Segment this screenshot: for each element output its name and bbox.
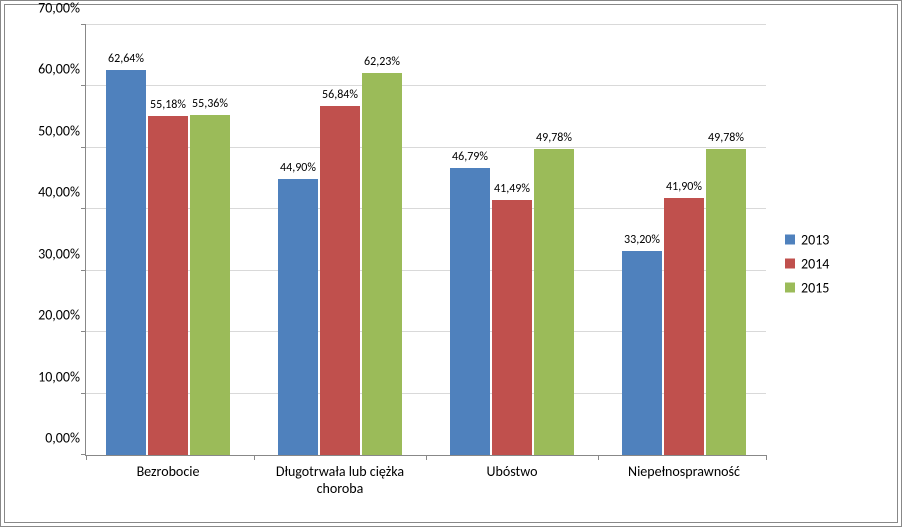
bar: 44,90%	[278, 179, 318, 455]
plot-area: 0,00%10,00%20,00%30,00%40,00%50,00%60,00…	[85, 25, 766, 456]
y-tick-mark	[81, 393, 86, 394]
y-tick-mark	[81, 270, 86, 271]
category-label: Niepełnosprawność	[598, 463, 770, 480]
legend-item: 2014	[785, 255, 875, 272]
category-label: Ubóstwo	[426, 463, 598, 480]
bar: 62,64%	[106, 70, 146, 455]
bar: 62,23%	[362, 73, 402, 455]
legend: 2013 2014 2015	[785, 224, 875, 303]
y-tick-mark	[81, 331, 86, 332]
legend-swatch	[785, 235, 795, 245]
data-label: 62,64%	[108, 52, 144, 66]
bar: 55,36%	[190, 115, 230, 455]
data-label: 62,23%	[364, 55, 400, 69]
y-tick-label: 40,00%	[38, 184, 80, 201]
data-label: 46,79%	[452, 150, 488, 164]
y-tick-label: 20,00%	[38, 307, 80, 324]
bar: 46,79%	[450, 168, 490, 455]
data-label: 44,90%	[280, 161, 316, 175]
y-tick-mark	[81, 24, 86, 25]
data-label: 56,84%	[322, 88, 358, 102]
bar: 56,84%	[320, 106, 360, 455]
x-tick-mark	[86, 455, 87, 460]
y-tick-mark	[81, 147, 86, 148]
y-tick-label: 70,00%	[38, 0, 80, 17]
y-tick-label: 30,00%	[38, 245, 80, 262]
legend-label: 2013	[801, 231, 829, 248]
bar: 41,90%	[664, 198, 704, 455]
bar: 49,78%	[534, 149, 574, 455]
legend-label: 2015	[801, 279, 829, 296]
data-label: 41,90%	[666, 180, 702, 194]
data-label: 33,20%	[624, 233, 660, 247]
x-tick-mark	[598, 455, 599, 460]
data-label: 49,78%	[536, 131, 572, 145]
data-label: 49,78%	[708, 131, 744, 145]
bar: 41,49%	[492, 200, 532, 455]
legend-swatch	[785, 259, 795, 269]
y-tick-label: 60,00%	[38, 61, 80, 78]
y-tick-mark	[81, 85, 86, 86]
y-tick-mark	[81, 208, 86, 209]
bar: 55,18%	[148, 116, 188, 455]
legend-swatch	[785, 283, 795, 293]
y-tick-label: 0,00%	[45, 430, 80, 447]
legend-label: 2014	[801, 255, 829, 272]
gridline	[86, 147, 766, 148]
data-label: 41,49%	[494, 182, 530, 196]
gridline	[86, 85, 766, 86]
bar: 49,78%	[706, 149, 746, 455]
x-tick-mark	[254, 455, 255, 460]
y-tick-label: 10,00%	[38, 368, 80, 385]
gridline	[86, 24, 766, 25]
bar: 33,20%	[622, 251, 662, 455]
legend-item: 2015	[785, 279, 875, 296]
legend-item: 2013	[785, 231, 875, 248]
data-label: 55,36%	[192, 97, 228, 111]
category-label: Długotrwała lub ciężka choroba	[254, 463, 426, 497]
chart-inner-border: 0,00% 10,00% 20,00% 30,00% 40,00% 50,00% 60,00…	[4, 4, 898, 523]
y-tick-label: 50,00%	[38, 122, 80, 139]
x-tick-mark	[766, 455, 767, 460]
category-label: Bezrobocie	[82, 463, 254, 480]
x-tick-mark	[426, 455, 427, 460]
data-label: 55,18%	[150, 98, 186, 112]
chart-outer-border: 0,00% 10,00% 20,00% 30,00% 40,00% 50,00% 60,00…	[0, 0, 902, 527]
